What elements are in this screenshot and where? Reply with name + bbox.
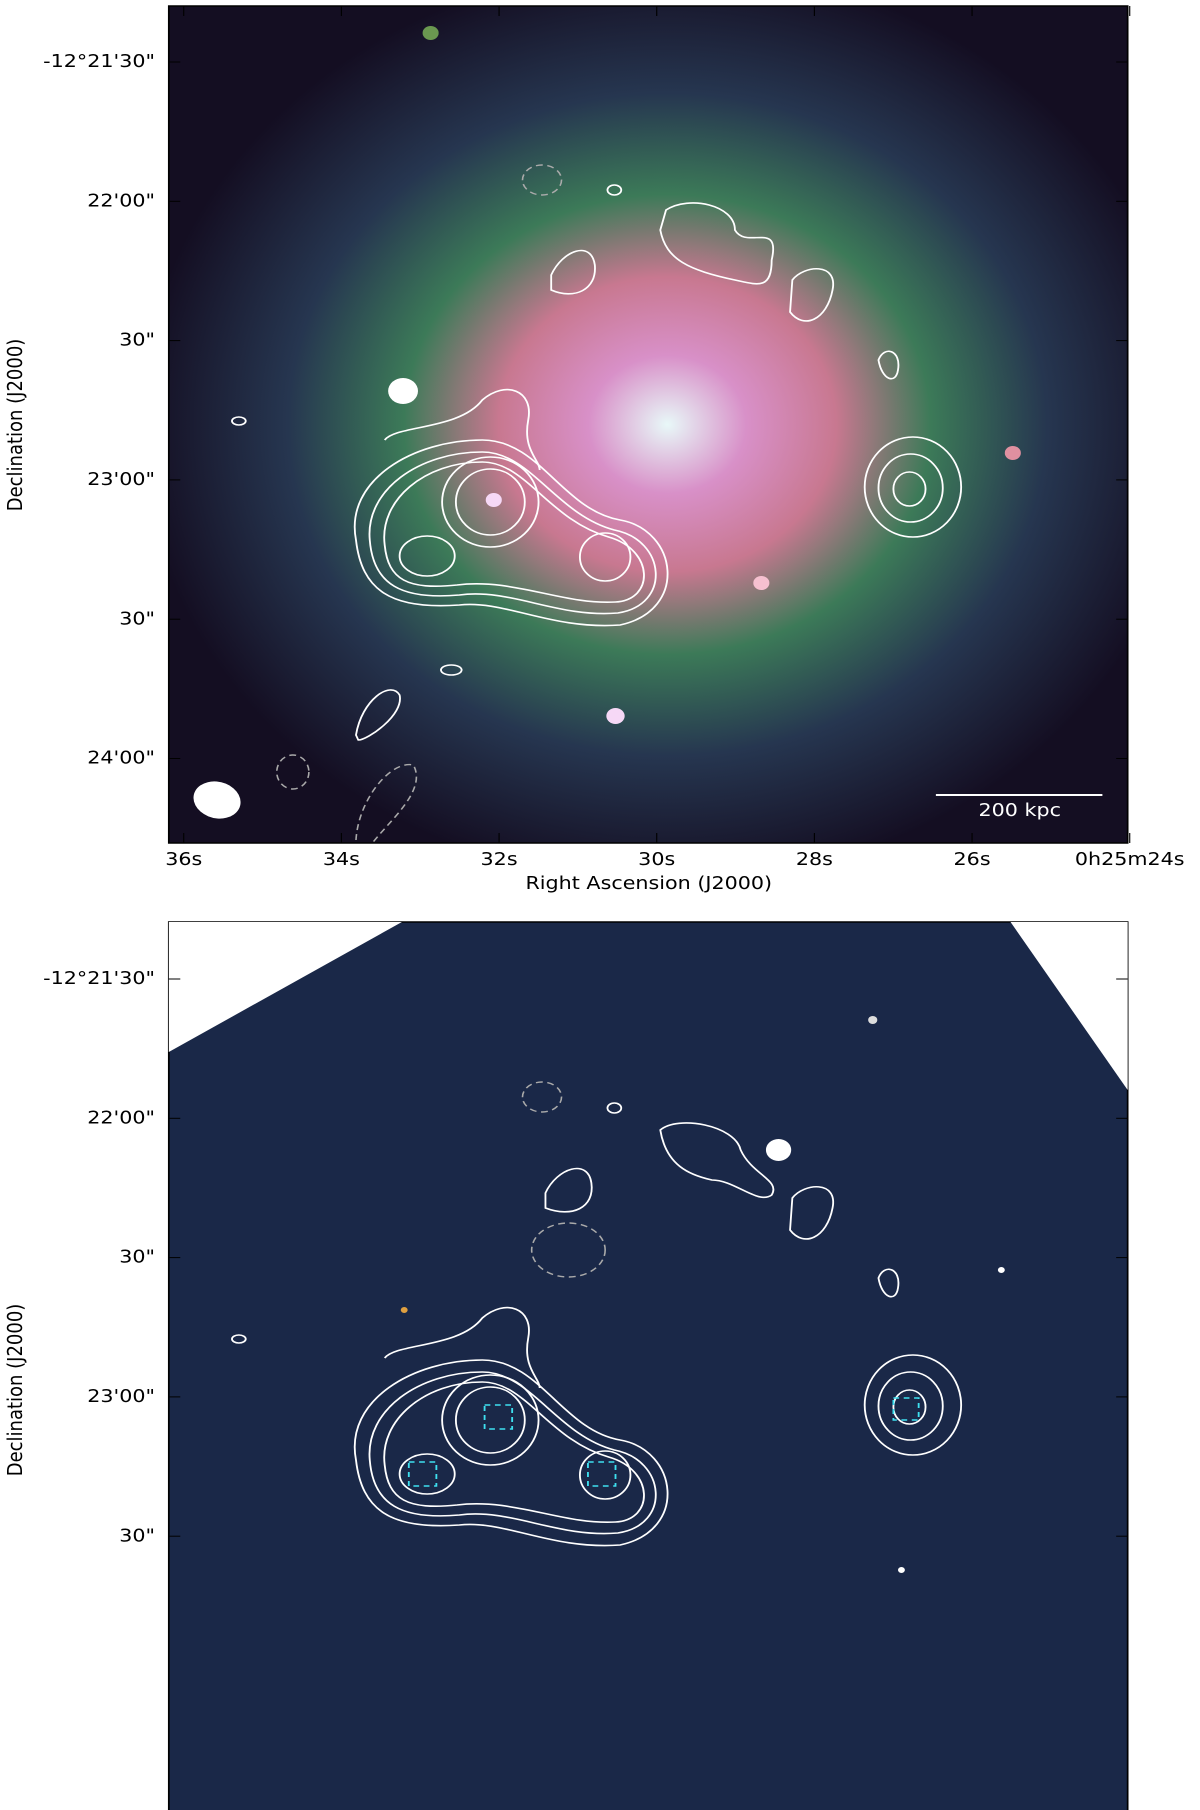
optical-panel: -12°21'30" 22'00" 30" 23'00" 30" Declination… (3, 921, 1129, 1810)
point-source (422, 26, 439, 40)
blank-region (168, 922, 402, 1052)
x-tick-label: 30s (638, 848, 675, 869)
optical-image (167, 921, 1129, 1810)
xray-image (167, 5, 1129, 844)
y-tick-label: 22'00" (87, 1107, 155, 1128)
y-axis-label: Declination (J2000) (3, 339, 28, 512)
galaxy (997, 1267, 1005, 1273)
galaxy (897, 1567, 905, 1573)
contours (231, 164, 963, 843)
y-tick-label: 23'00" (87, 1385, 155, 1406)
point-source (1004, 446, 1021, 460)
y-tick-label: 23'00" (87, 468, 155, 489)
y-tick-label: 30" (119, 1246, 155, 1267)
y-axis-label: Declination (J2000) (3, 1304, 28, 1477)
y-tick-label: 22'00" (87, 190, 155, 211)
y-tick-label: 30" (119, 329, 155, 350)
x-axis-label: Right Ascension (J2000) (525, 872, 772, 893)
x-tick-label: 26s (954, 848, 991, 869)
y-tick-label: 24'00" (87, 747, 155, 768)
x-tick-label: 34s (323, 848, 360, 869)
x-tick-label: 36s (165, 848, 202, 869)
x-tick-label: 32s (481, 848, 518, 869)
x-tick-label: 0h25m24s (1075, 848, 1185, 869)
galaxy (868, 1016, 878, 1024)
x-tick-label: 28s (796, 848, 833, 869)
galaxy (400, 1307, 408, 1313)
xray-panel: 200 kpc -12°21'30" 22'00" 30" 23'00" 30" 24'0… (3, 5, 1185, 894)
point-source (388, 378, 418, 404)
point-source (485, 493, 502, 507)
contours (231, 1081, 963, 1547)
point-source (753, 576, 770, 590)
star (765, 1139, 792, 1161)
point-source (606, 708, 625, 724)
scale-bar-label: 200 kpc (978, 799, 1060, 820)
y-tick-label: 30" (119, 1525, 155, 1546)
y-tick-label: 30" (119, 608, 155, 629)
y-tick-label: -12°21'30" (43, 967, 155, 988)
y-tick-label: -12°21'30" (43, 50, 155, 71)
beam (193, 781, 241, 819)
